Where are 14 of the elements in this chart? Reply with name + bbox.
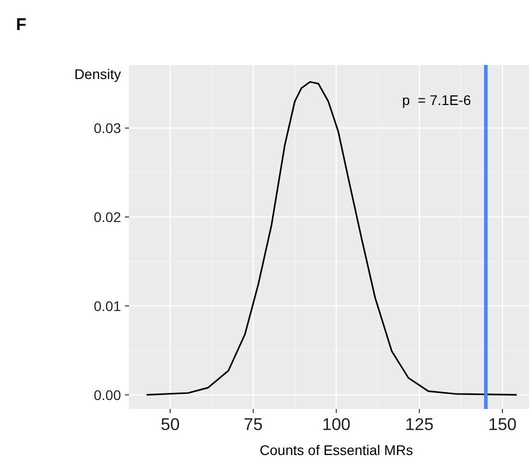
y-tick-label: 0.01 bbox=[94, 298, 122, 314]
y-tick-label: 0.03 bbox=[94, 120, 122, 136]
annotation: p = 7.1E-6 bbox=[402, 92, 472, 108]
x-tick-label: 50 bbox=[160, 415, 180, 434]
x-tick-label: 150 bbox=[488, 415, 517, 434]
y-axis-title: Density bbox=[74, 66, 121, 82]
x-tick-label: 125 bbox=[405, 415, 434, 434]
y-tick-label: 0.00 bbox=[94, 386, 122, 403]
x-axis-title: Counts of Essential MRs bbox=[260, 442, 413, 458]
x-tick-label: 100 bbox=[322, 415, 350, 434]
chart-title: F bbox=[16, 15, 26, 34]
x-tick-label: 75 bbox=[244, 415, 263, 434]
y-tick-label: 0.02 bbox=[94, 209, 122, 225]
line-series bbox=[146, 81, 518, 396]
